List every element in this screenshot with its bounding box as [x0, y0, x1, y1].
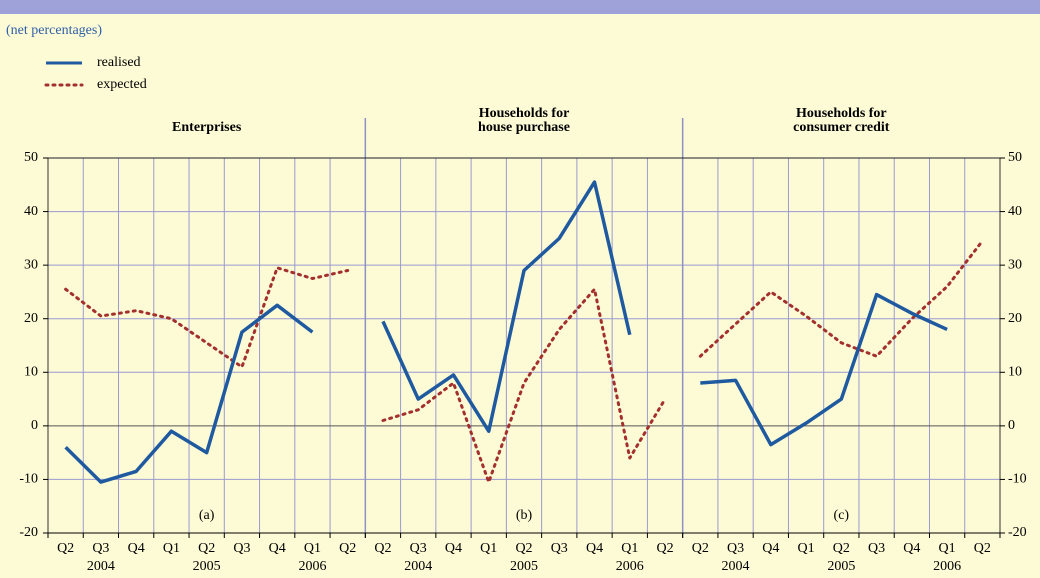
- panel-title: Households for: [796, 106, 887, 121]
- x-tick-label: Q3: [727, 541, 744, 556]
- y-tick-label: 20: [24, 311, 38, 326]
- y-tick-label: 0: [31, 418, 38, 433]
- y-tick-label: 40: [24, 204, 38, 219]
- x-tick-label: Q2: [57, 541, 74, 556]
- x-tick-label: Q3: [92, 541, 109, 556]
- panel-title: Households for: [479, 106, 570, 121]
- x-tick-label: Q1: [304, 541, 321, 556]
- y-tick-label: -20: [19, 525, 38, 540]
- year-label: 2006: [616, 559, 644, 574]
- x-tick-label: Q4: [269, 541, 286, 556]
- panel-title: Enterprises: [172, 120, 242, 135]
- y-tick-label: -10: [19, 472, 38, 487]
- plot-frame: [47, 157, 1001, 534]
- y-tick-label-right: 40: [1008, 204, 1022, 219]
- header-band: [0, 0, 1040, 14]
- x-tick-label: Q4: [762, 541, 779, 556]
- subtitle: (net percentages): [6, 23, 102, 38]
- year-label: 2004: [722, 559, 750, 574]
- series-line: [381, 180, 632, 433]
- x-tick-label: Q2: [692, 541, 709, 556]
- y-tick-label-right: 30: [1008, 257, 1022, 272]
- legend-label: realised: [97, 55, 141, 70]
- y-tick-label-right: 10: [1008, 365, 1022, 380]
- x-tick-label: Q1: [621, 541, 638, 556]
- x-tick-label: Q1: [163, 541, 180, 556]
- panel-annotation: (a): [199, 508, 215, 523]
- panel-annotation: (b): [516, 508, 533, 523]
- x-tick-label: Q2: [833, 541, 850, 556]
- panel-title: consumer credit: [793, 120, 890, 135]
- year-label: 2004: [404, 559, 432, 574]
- year-label: 2004: [87, 559, 115, 574]
- y-tick-label: 30: [24, 257, 38, 272]
- x-tick-label: Q2: [374, 541, 391, 556]
- x-tick-label: Q4: [128, 541, 145, 556]
- x-tick-label: Q3: [410, 541, 427, 556]
- x-tick-label: Q2: [515, 541, 532, 556]
- year-label: 2006: [933, 559, 961, 574]
- y-tick-label-right: 50: [1008, 150, 1022, 165]
- x-tick-label: Q3: [233, 541, 250, 556]
- panel-annotation: (c): [834, 508, 850, 523]
- y-tick-label-right: -10: [1008, 472, 1027, 487]
- legend-label: expected: [97, 77, 147, 92]
- x-tick-label: Q1: [798, 541, 815, 556]
- x-tick-label: Q4: [445, 541, 462, 556]
- y-tick-label-right: 20: [1008, 311, 1022, 326]
- y-tick-label: 50: [24, 150, 38, 165]
- x-tick-label: Q1: [480, 541, 497, 556]
- y-tick-label-right: 0: [1008, 418, 1015, 433]
- x-tick-label: Q2: [339, 541, 356, 556]
- x-tick-label: Q3: [868, 541, 885, 556]
- panel-title: house purchase: [478, 120, 570, 135]
- series-line: [381, 287, 667, 484]
- x-tick-label: Q4: [903, 541, 920, 556]
- series-line: [64, 266, 350, 369]
- x-tick-label: Q2: [656, 541, 673, 556]
- series-line: [700, 292, 948, 447]
- year-label: 2005: [193, 559, 221, 574]
- x-tick-label: Q2: [974, 541, 991, 556]
- year-label: 2006: [298, 559, 326, 574]
- series-line: [64, 303, 314, 484]
- year-label: 2005: [827, 559, 855, 574]
- x-tick-label: Q1: [939, 541, 956, 556]
- y-tick-label-right: -20: [1008, 525, 1027, 540]
- series-line: [698, 239, 984, 358]
- year-label: 2005: [510, 559, 538, 574]
- y-tick-label: 10: [24, 365, 38, 380]
- x-tick-label: Q4: [586, 541, 603, 556]
- x-tick-label: Q2: [198, 541, 215, 556]
- x-tick-label: Q3: [551, 541, 568, 556]
